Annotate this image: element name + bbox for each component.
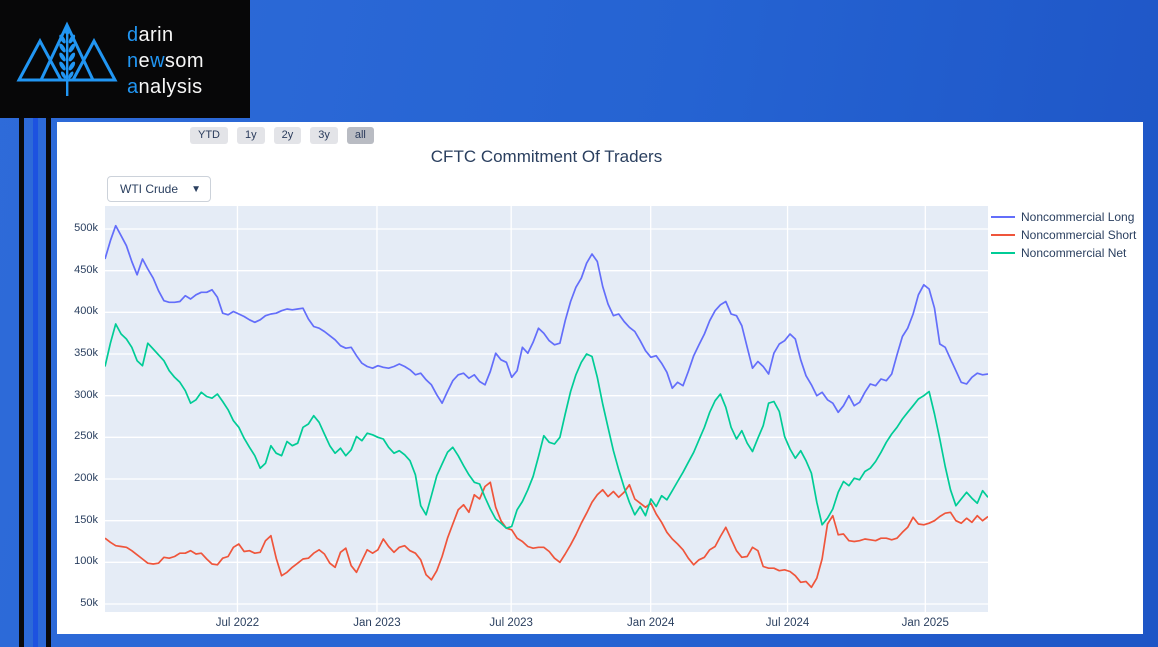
y-axis-tick-label: 200k: [74, 472, 98, 484]
y-axis-tick-label: 50k: [80, 597, 98, 609]
chart-line-noncommercial-long: [105, 224, 988, 414]
symbol-dropdown-value: WTI Crude: [120, 182, 179, 196]
legend-label: Noncommercial Short: [1021, 228, 1137, 242]
x-axis-tick-label: Jul 2022: [215, 617, 260, 629]
x-axis-tick-label: Jan 2023: [353, 617, 401, 629]
y-axis-tick-label: 100k: [74, 555, 98, 568]
y-axis-tick-label: 450k: [74, 263, 98, 276]
x-axis-tick-label: Jan 2024: [627, 617, 675, 629]
legend-label: Noncommercial Long: [1021, 210, 1135, 224]
legend-item-noncommercial-long[interactable]: Noncommercial Long: [991, 210, 1136, 224]
legend: Noncommercial Long Noncommercial Short Non…: [991, 210, 1136, 260]
x-axis-tick-label: Jul 2023: [489, 617, 533, 629]
y-axis-tick-label: 250k: [74, 430, 98, 443]
chart-line-noncommercial-short: [105, 481, 988, 589]
legend-line-swatch: [991, 216, 1015, 218]
legend-item-noncommercial-short[interactable]: Noncommercial Short: [991, 228, 1136, 242]
symbol-dropdown[interactable]: WTI Crude ▼: [107, 176, 211, 202]
legend-label: Noncommercial Net: [1021, 246, 1127, 260]
legend-line-swatch: [991, 234, 1015, 236]
range-button-2y[interactable]: 2y: [273, 127, 302, 144]
y-axis-tick-label: 350k: [74, 347, 98, 359]
logo: darin newsom analysis: [0, 0, 250, 118]
plot-area[interactable]: [105, 206, 988, 612]
y-axis-tick-label: 500k: [74, 222, 98, 234]
left-stripe-blue: [33, 118, 38, 647]
y-axis-tick-label: 300k: [74, 388, 98, 401]
x-axis-tick-label: Jan 2025: [901, 617, 949, 629]
range-button-3y[interactable]: 3y: [310, 127, 338, 144]
x-axis-tick-label: Jul 2024: [765, 617, 810, 629]
legend-line-swatch: [991, 252, 1015, 254]
logo-mountains-wheat-icon: [16, 21, 118, 96]
y-axis-tick-label: 400k: [74, 305, 98, 318]
legend-item-noncommercial-net[interactable]: Noncommercial Net: [991, 246, 1136, 260]
chart-line-noncommercial-net: [105, 323, 988, 530]
chevron-down-icon: ▼: [191, 183, 201, 195]
range-button-all[interactable]: all: [346, 127, 374, 144]
range-button-1y[interactable]: 1y: [237, 127, 265, 144]
range-button-ytd[interactable]: YTD: [190, 127, 228, 144]
left-stripe-black-1: [19, 118, 24, 647]
left-stripe-black-2: [46, 118, 51, 647]
range-selector: YTD 1y 2y 3y all: [190, 127, 374, 144]
page-title: CFTC Commitment Of Traders: [430, 147, 663, 166]
logo-wordmark: darin newsom analysis: [127, 24, 204, 98]
y-axis-tick-label: 150k: [74, 513, 98, 526]
